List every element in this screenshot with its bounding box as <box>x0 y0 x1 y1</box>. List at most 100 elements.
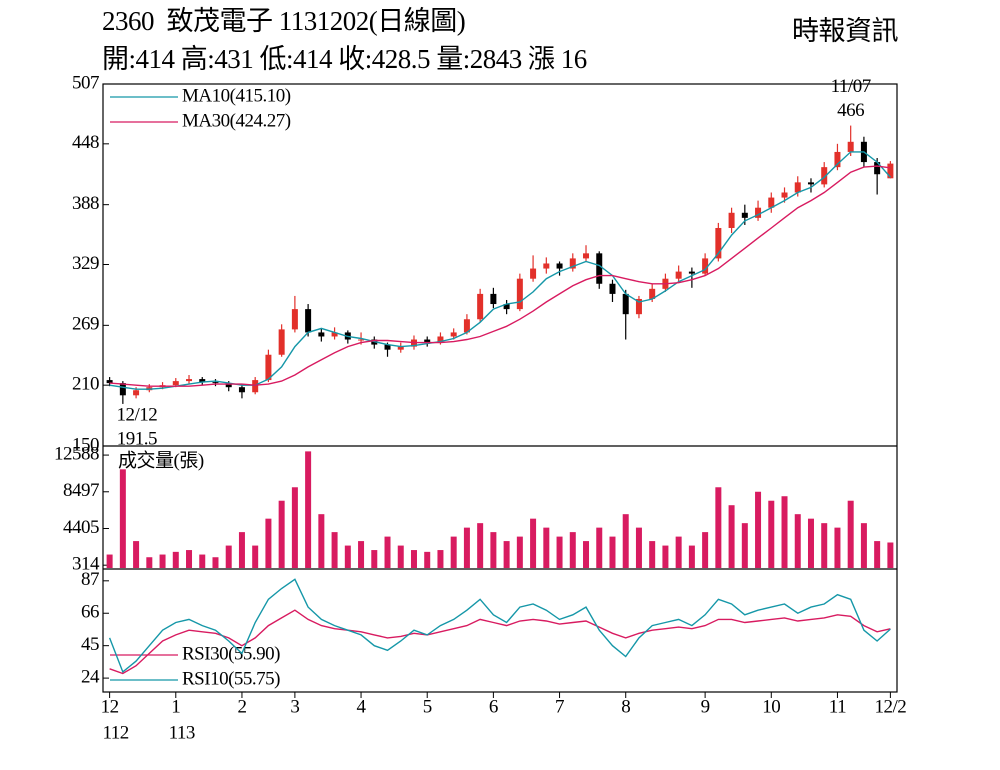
candle-body <box>556 263 563 269</box>
volume-bar <box>556 536 563 568</box>
volume-bar <box>212 557 219 568</box>
volume-bar <box>530 518 537 568</box>
volume-bar <box>172 551 179 568</box>
candle-body <box>463 319 470 333</box>
legend-label: MA30(424.27) <box>182 110 291 131</box>
volume-bar <box>807 518 814 568</box>
x-tick-label: 10 <box>762 696 780 717</box>
x-tick-label: 7 <box>555 696 564 717</box>
x-tick-label: 12 <box>101 696 119 717</box>
volume-bar <box>794 514 801 568</box>
candle-body <box>212 382 219 384</box>
volume-bar <box>702 532 709 568</box>
annotation-label: 12/12 <box>116 404 157 425</box>
volume-bar <box>635 527 642 568</box>
candle-body <box>821 167 828 185</box>
volume-bar <box>278 500 285 568</box>
y-tick-label: 87 <box>81 569 99 590</box>
annotation-value: 466 <box>837 100 864 121</box>
volume-bar <box>344 545 351 568</box>
candle-body <box>238 387 245 393</box>
y-tick-label: 8497 <box>63 480 99 501</box>
candle-body <box>437 336 444 343</box>
volume-bar <box>781 496 788 568</box>
candle-body <box>477 293 484 320</box>
volume-bar <box>675 536 682 568</box>
line-series <box>109 151 891 390</box>
x-tick-label: 4 <box>357 696 367 717</box>
candle-body <box>622 293 629 315</box>
volume-bar <box>305 451 312 568</box>
candle-body <box>569 258 576 269</box>
volume-bar <box>463 527 470 568</box>
panel-title: 成交量(張) <box>118 449 204 471</box>
volume-bar <box>225 545 232 568</box>
candle-body <box>874 162 881 175</box>
volume-bar <box>596 527 603 568</box>
candle-body <box>807 182 814 185</box>
candle-body <box>649 288 656 299</box>
volume-bar <box>768 500 775 568</box>
candle-body <box>688 271 695 274</box>
volume-bar <box>424 551 431 568</box>
volume-bar <box>106 554 113 568</box>
y-tick-label: 4405 <box>63 517 99 538</box>
x-sub-label: 113 <box>169 722 195 743</box>
volume-bar <box>265 518 272 568</box>
annotation-label: 11/07 <box>831 76 871 97</box>
y-tick-label: 314 <box>72 554 100 575</box>
x-tick-label: 5 <box>423 696 432 717</box>
volume-bar <box>133 541 140 568</box>
candle-body <box>675 271 682 279</box>
volume-bar <box>331 532 338 568</box>
x-tick-label: 2 <box>237 696 246 717</box>
volume-bar <box>384 536 391 568</box>
volume-bar <box>609 536 616 568</box>
candle-body <box>490 293 497 305</box>
volume-bar <box>887 542 894 568</box>
volume-bar <box>437 550 444 568</box>
candle-body <box>119 383 126 396</box>
volume-bar <box>622 514 629 568</box>
header-title: 2360 致茂電子 1131202(日線圖) <box>102 6 465 36</box>
legend-label: RSI10(55.75) <box>182 668 280 689</box>
candle-body <box>450 332 457 337</box>
candle-body <box>609 283 616 294</box>
candle-body <box>834 151 841 168</box>
candle-body <box>291 309 298 330</box>
y-tick-label: 66 <box>81 602 99 623</box>
candle-body <box>741 212 748 218</box>
volume-bar <box>252 545 259 568</box>
header-quote: 開:414 高:431 低:414 收:428.5 量:2843 漲 16 <box>102 44 587 74</box>
volume-bar <box>503 541 510 568</box>
candle-body <box>847 141 854 152</box>
candle-body <box>887 163 894 179</box>
volume-bar <box>238 532 245 568</box>
volume-bar <box>516 536 523 568</box>
candle-body <box>635 298 642 315</box>
volume-bar <box>159 554 166 568</box>
y-tick-label: 24 <box>81 666 100 687</box>
line-series <box>109 609 891 675</box>
candle-body <box>424 339 431 343</box>
x-tick-label: 1 <box>171 696 180 717</box>
volume-bar <box>318 514 325 568</box>
volume-bar <box>119 469 126 568</box>
candle-body <box>106 380 113 384</box>
x-tick-label: 3 <box>290 696 299 717</box>
legend-label: MA10(415.10) <box>182 85 291 106</box>
candle-body <box>305 309 312 333</box>
candle-body <box>265 354 272 381</box>
volume-bar <box>199 554 206 568</box>
header-source: 時報資訊 <box>792 16 898 46</box>
candle-body <box>794 182 801 193</box>
volume-bar <box>291 487 298 568</box>
candle-body <box>530 268 537 279</box>
y-tick-label: 269 <box>72 314 99 335</box>
volume-bar <box>490 532 497 568</box>
plot-frame <box>102 83 898 693</box>
volume-bar <box>371 550 378 568</box>
volume-bar <box>569 532 576 568</box>
candle-body <box>186 379 193 382</box>
y-tick-label: 507 <box>72 72 99 93</box>
